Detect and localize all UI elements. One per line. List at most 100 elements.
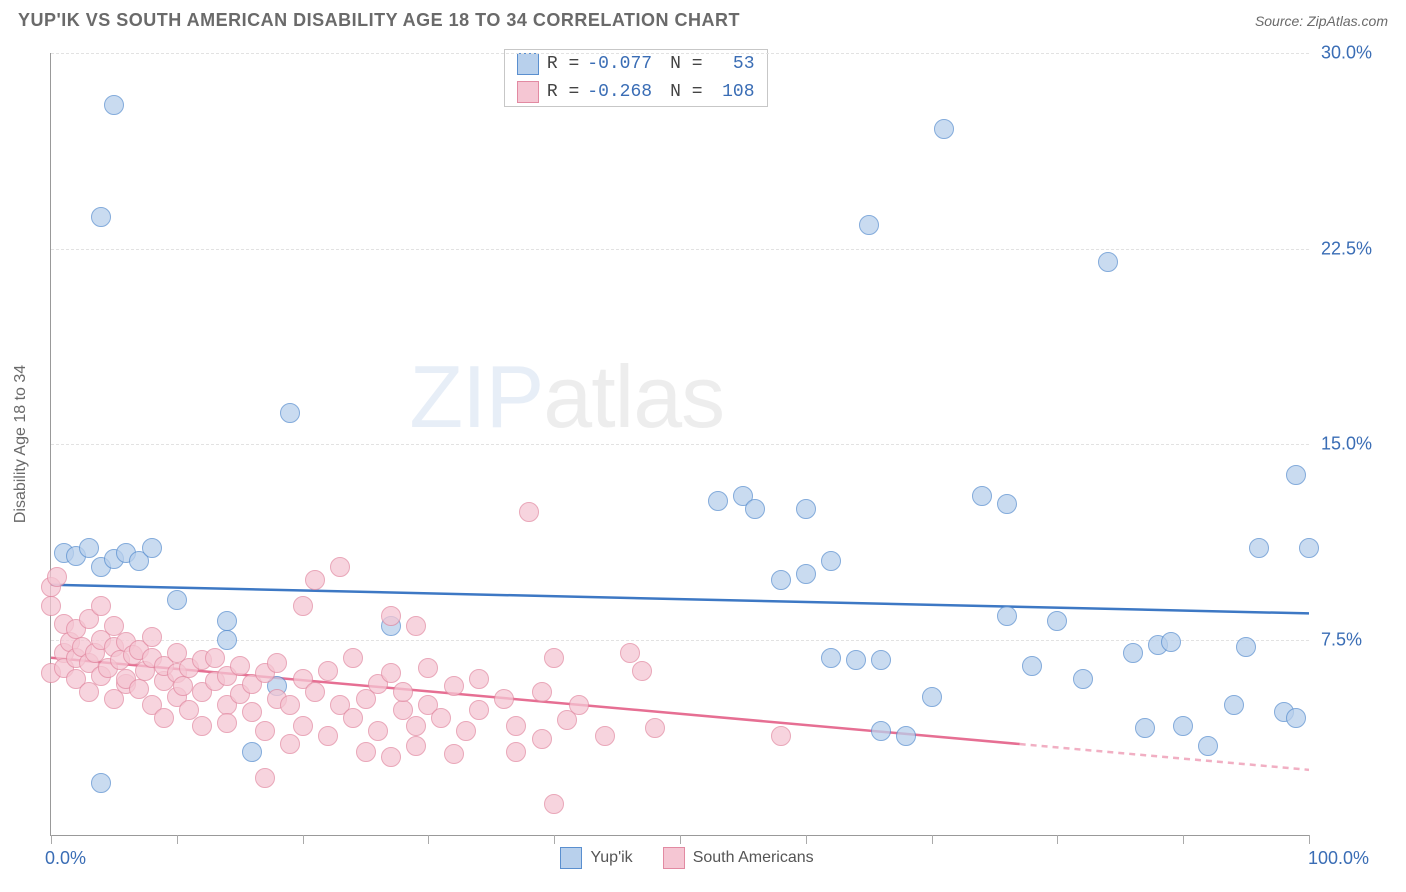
plot-area: Disability Age 18 to 34 ZIPatlas R = -0.…	[50, 53, 1309, 836]
y-tick-label: 30.0%	[1321, 43, 1372, 64]
watermark-atlas: atlas	[543, 347, 724, 446]
y-axis-title: Disability Age 18 to 34	[12, 365, 30, 523]
data-point	[859, 215, 879, 235]
chart-title: YUP'IK VS SOUTH AMERICAN DISABILITY AGE …	[18, 10, 740, 31]
data-point	[519, 502, 539, 522]
x-tick	[428, 835, 429, 844]
stats-row-southamerican: R = -0.268 N = 108	[505, 78, 767, 106]
data-point	[796, 564, 816, 584]
data-point	[632, 661, 652, 681]
data-point	[142, 627, 162, 647]
data-point	[506, 742, 526, 762]
data-point	[972, 486, 992, 506]
data-point	[217, 630, 237, 650]
watermark: ZIPatlas	[409, 346, 724, 448]
x-axis-label-max: 100.0%	[1308, 848, 1369, 869]
data-point	[318, 726, 338, 746]
data-point	[1198, 736, 1218, 756]
stats-n-value-yupik: 53	[711, 54, 755, 74]
stats-n-value-southamerican: 108	[711, 82, 755, 102]
watermark-zip: ZIP	[409, 347, 543, 446]
data-point	[544, 648, 564, 668]
data-point	[1123, 643, 1143, 663]
data-point	[846, 650, 866, 670]
data-point	[469, 700, 489, 720]
x-tick	[1057, 835, 1058, 844]
legend-label-southamerican: South Americans	[693, 849, 814, 867]
data-point	[318, 661, 338, 681]
data-point	[41, 596, 61, 616]
legend-item-yupik: Yup'ik	[560, 847, 632, 869]
data-point	[406, 736, 426, 756]
data-point	[431, 708, 451, 728]
y-tick-label: 7.5%	[1321, 629, 1362, 650]
data-point	[997, 606, 1017, 626]
data-point	[393, 682, 413, 702]
data-point	[293, 716, 313, 736]
data-point	[192, 716, 212, 736]
data-point	[91, 596, 111, 616]
source-name: ZipAtlas.com	[1307, 13, 1388, 29]
data-point	[173, 676, 193, 696]
grid-line	[51, 53, 1309, 54]
data-point	[620, 643, 640, 663]
data-point	[280, 734, 300, 754]
data-point	[1161, 632, 1181, 652]
data-point	[821, 551, 841, 571]
data-point	[494, 689, 514, 709]
data-point	[745, 499, 765, 519]
data-point	[330, 557, 350, 577]
data-point	[305, 682, 325, 702]
data-point	[47, 567, 67, 587]
data-point	[242, 702, 262, 722]
data-point	[997, 494, 1017, 514]
x-tick	[177, 835, 178, 844]
series-legend: Yup'ik South Americans	[560, 847, 813, 869]
data-point	[1073, 669, 1093, 689]
data-point	[406, 616, 426, 636]
data-point	[871, 721, 891, 741]
data-point	[456, 721, 476, 741]
data-point	[1286, 708, 1306, 728]
grid-line	[51, 249, 1309, 250]
data-point	[267, 653, 287, 673]
data-point	[242, 742, 262, 762]
data-point	[280, 403, 300, 423]
data-point	[104, 95, 124, 115]
data-point	[381, 747, 401, 767]
x-tick	[932, 835, 933, 844]
swatch-yupik	[560, 847, 582, 869]
legend-label-yupik: Yup'ik	[590, 849, 632, 867]
data-point	[91, 773, 111, 793]
stats-legend-box: R = -0.077 N = 53 R = -0.268 N = 108	[504, 49, 768, 107]
data-point	[871, 650, 891, 670]
data-point	[595, 726, 615, 746]
data-point	[205, 648, 225, 668]
x-tick	[680, 835, 681, 844]
data-point	[645, 718, 665, 738]
data-point	[356, 742, 376, 762]
data-point	[230, 656, 250, 676]
data-point	[280, 695, 300, 715]
source-prefix: Source:	[1255, 13, 1307, 29]
data-point	[293, 596, 313, 616]
data-point	[771, 726, 791, 746]
grid-line	[51, 444, 1309, 445]
data-point	[1098, 252, 1118, 272]
data-point	[217, 611, 237, 631]
data-point	[444, 744, 464, 764]
x-tick	[554, 835, 555, 844]
data-point	[217, 713, 237, 733]
stats-r-label: R =	[547, 54, 579, 74]
data-point	[708, 491, 728, 511]
x-axis-label-min: 0.0%	[45, 848, 86, 869]
y-tick-label: 22.5%	[1321, 238, 1372, 259]
data-point	[368, 721, 388, 741]
x-tick	[51, 835, 52, 844]
data-point	[544, 794, 564, 814]
data-point	[896, 726, 916, 746]
data-point	[154, 708, 174, 728]
source-attribution: Source: ZipAtlas.com	[1255, 13, 1388, 29]
swatch-southamerican	[517, 81, 539, 103]
x-tick	[806, 835, 807, 844]
